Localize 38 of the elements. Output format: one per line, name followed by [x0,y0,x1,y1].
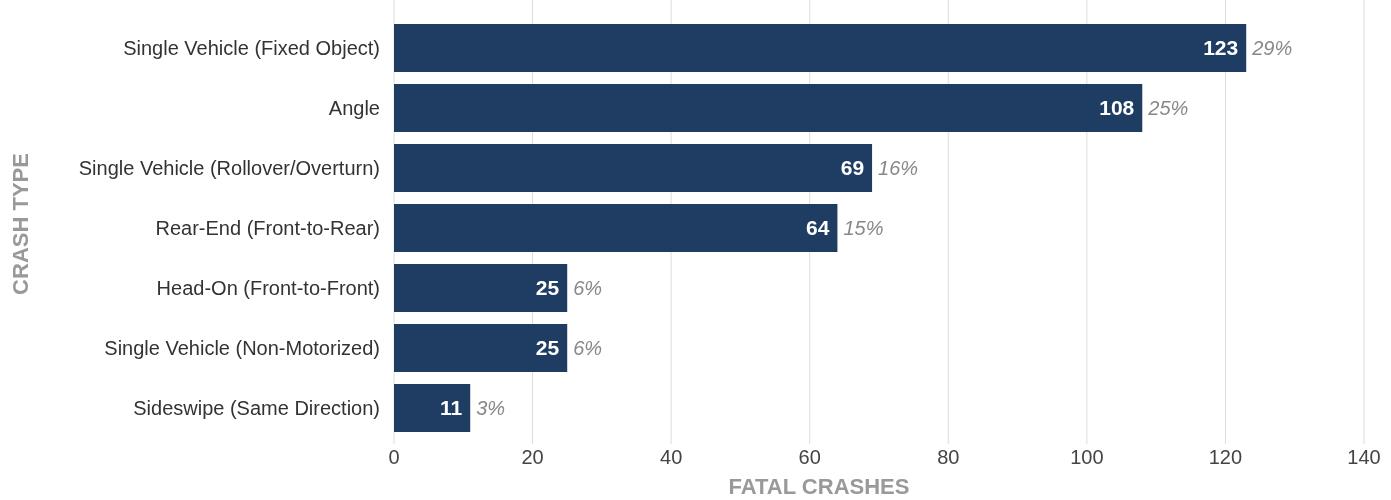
y-tick-label: Angle [328,97,380,119]
x-tick-label: 40 [660,446,683,468]
annotation: 29% [1251,37,1293,59]
annotation: 3% [476,397,506,419]
y-tick-label: Single Vehicle (Fixed Object) [123,37,380,59]
x-tick-label: 140 [1347,446,1381,468]
y-axis-title: CRASH TYPE [8,153,33,295]
y-tick-label: Sideswipe (Same Direction) [133,397,380,419]
x-axis-title: FATAL CRASHES [728,474,910,499]
x-tick-label: 0 [388,446,400,468]
bar [394,204,838,252]
data-label: 108 [1099,96,1135,120]
y-tick-label: Rear-End (Front-to-Rear) [155,217,380,239]
y-tick-label: Single Vehicle (Rollover/Overturn) [78,157,380,179]
y-tick-label: Single Vehicle (Non-Motorized) [104,337,380,359]
annotation: 6% [573,277,603,299]
data-label: 69 [840,156,865,180]
data-label: 123 [1203,36,1239,60]
data-label: 11 [440,396,463,420]
data-label: 25 [535,336,560,360]
x-tick-label: 80 [937,446,960,468]
bar [394,24,1247,72]
bar [394,264,568,312]
data-label: 25 [535,276,560,300]
annotation: 6% [573,337,603,359]
x-tick-label: 120 [1208,446,1243,468]
x-tick-label: 60 [798,446,821,468]
annotation: 16% [878,157,919,179]
x-tick-label: 20 [521,446,544,468]
bar [394,324,568,372]
annotation: 15% [843,217,884,239]
x-tick-label: 100 [1070,446,1104,468]
data-label: 64 [806,216,830,240]
bar [394,84,1143,132]
y-tick-label: Head-On (Front-to-Front) [156,277,380,299]
bar [394,144,873,192]
bar [394,384,471,432]
annotation: 25% [1147,97,1189,119]
